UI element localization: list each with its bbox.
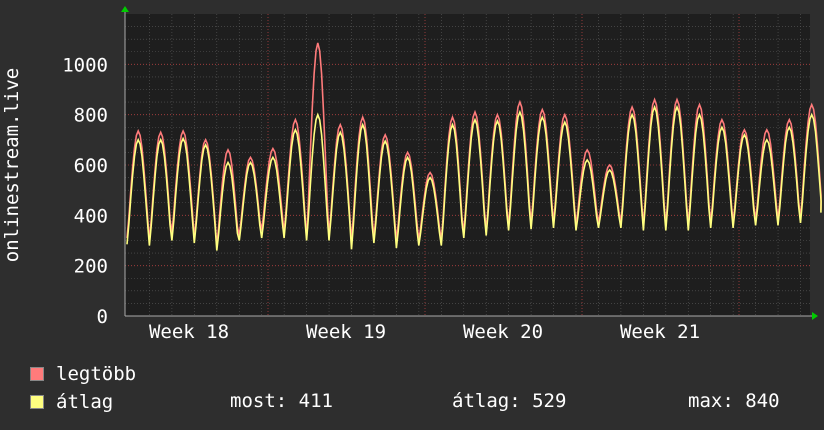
stat-max: max: 840 [688,390,780,412]
axes [121,6,818,320]
legend-swatch-avg [30,395,44,409]
x-tick-label: Week 19 [306,321,386,343]
legend-item-avg: átlag [30,391,113,413]
stat-average: átlag: 529 [452,390,567,412]
legend-item-max: legtöbb [30,363,136,385]
y-tick-label: 600 [74,155,108,177]
series-group [126,42,822,251]
x-axis-arrow [812,312,818,320]
x-tick-label: Week 21 [620,321,700,343]
x-tick-label: Week 18 [149,321,229,343]
legend-label-max: legtöbb [56,363,137,385]
legend-swatch-max [30,367,44,381]
y-tick-label: 400 [74,205,108,227]
y-tick-label: 0 [97,306,108,328]
x-ticks: Week 18 Week 19 Week 20 Week 21 [149,321,700,343]
y-tick-label: 800 [74,105,108,127]
legend-label-avg: átlag [56,391,114,413]
stat-current: most: 411 [230,390,333,412]
y-tick-label: 1000 [62,54,108,76]
series-line-avg [126,104,822,251]
y-tick-label: 200 [74,256,108,278]
y-axis-label: onlinestream.live [1,68,23,262]
y-ticks: 0 200 400 600 800 1000 [62,54,108,328]
x-tick-label: Week 20 [463,321,543,343]
y-axis-arrow [121,6,129,12]
